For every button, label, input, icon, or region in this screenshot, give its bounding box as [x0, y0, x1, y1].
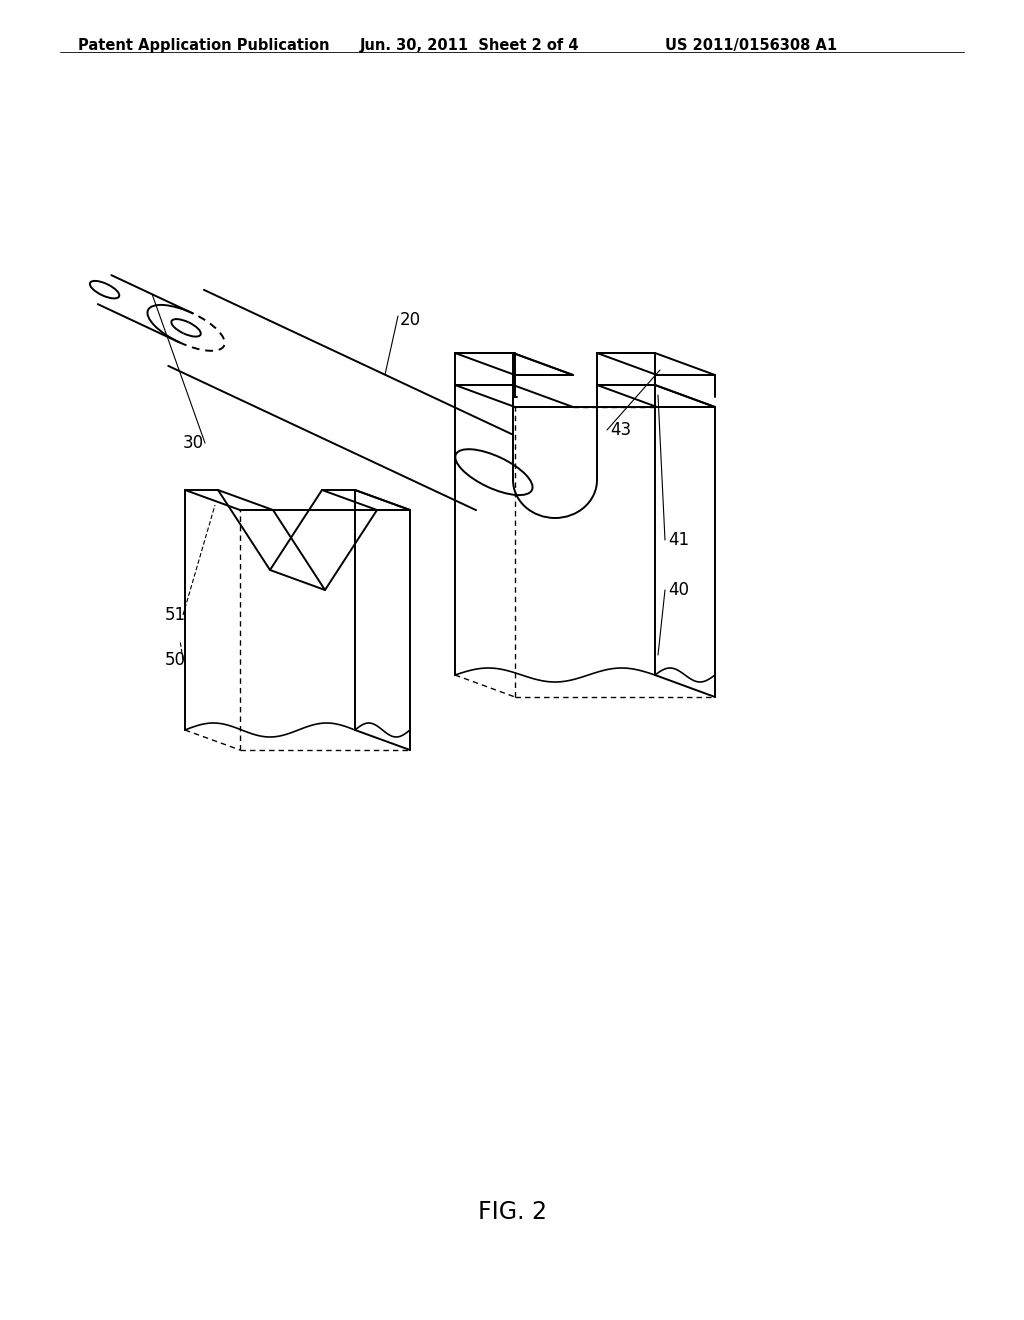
- Text: Jun. 30, 2011  Sheet 2 of 4: Jun. 30, 2011 Sheet 2 of 4: [360, 38, 580, 53]
- Text: 50: 50: [165, 651, 186, 669]
- Text: FIG. 2: FIG. 2: [477, 1200, 547, 1224]
- Text: 40: 40: [668, 581, 689, 599]
- Text: 43: 43: [610, 421, 631, 440]
- Text: 41: 41: [668, 531, 689, 549]
- Text: Patent Application Publication: Patent Application Publication: [78, 38, 330, 53]
- Text: US 2011/0156308 A1: US 2011/0156308 A1: [665, 38, 838, 53]
- Text: 51: 51: [165, 606, 186, 624]
- Text: 20: 20: [400, 312, 421, 329]
- Text: 30: 30: [183, 434, 204, 451]
